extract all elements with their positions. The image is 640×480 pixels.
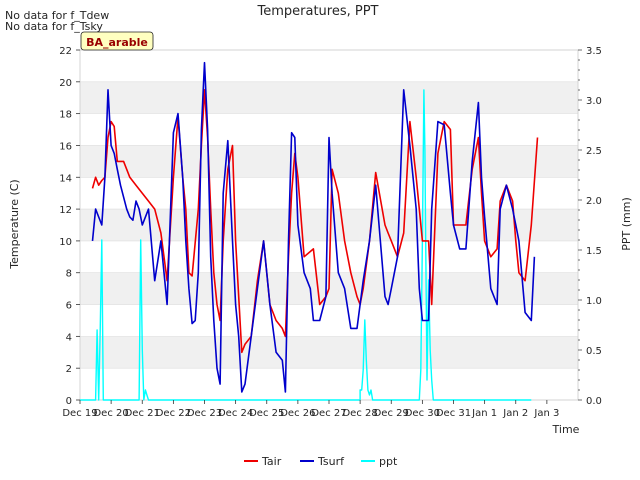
x-tick-label: Dec 20 (93, 408, 128, 419)
x-tick-label: Dec 29 (374, 408, 409, 419)
y2-tick-label: 2.0 (586, 196, 602, 207)
x-tick-label: Jan 2 (502, 408, 528, 419)
y-tick-label: 20 (59, 78, 72, 89)
site-badge-label: BA_arable (86, 36, 148, 49)
x-tick-label: Dec 19 (62, 408, 97, 419)
x-tick-label: Dec 25 (249, 408, 284, 419)
y-tick-label: 14 (59, 173, 72, 184)
x-tick-label: Dec 23 (187, 408, 222, 419)
y2-tick-label: 3.5 (586, 46, 602, 57)
y2-tick-label: 2.5 (586, 146, 602, 157)
note-1: No data for f_Tdew (5, 9, 109, 22)
y-tick-label: 12 (59, 205, 72, 216)
legend: Tair Tsurf ppt (244, 455, 398, 468)
series-line-tsurf (91, 61, 536, 393)
y-tick-label: 22 (59, 46, 72, 57)
x-tick-label: Dec 27 (311, 408, 346, 419)
y-tick-label: 6 (66, 301, 72, 312)
y-axis-label: Temperature (C) (8, 179, 21, 269)
x-tick-label: Dec 30 (405, 408, 440, 419)
site-badge: BA_arable (80, 31, 154, 51)
y2-axis-label: PPT (mm) (620, 197, 633, 251)
x-tick-label: Dec 28 (342, 408, 377, 419)
y-axis-left: 0 2 4 6 8 10 12 14 16 18 20 22 (59, 46, 80, 407)
site-badge-box (80, 31, 154, 51)
x-tick-label: Dec 24 (218, 408, 253, 419)
legend-label-tair: Tair (261, 455, 282, 468)
grid-band (80, 81, 578, 114)
series-lines (80, 61, 539, 401)
y-tick-label: 2 (66, 364, 72, 375)
x-axis-label: Time (552, 423, 580, 436)
grid-band (80, 50, 578, 82)
y2-tick-label: 0.5 (586, 346, 602, 357)
x-tick-label: Dec 26 (280, 408, 315, 419)
chart-title: Temperatures, PPT (256, 4, 378, 19)
y-tick-label: 10 (59, 237, 72, 248)
y-tick-label: 4 (66, 332, 72, 343)
grid-bands (80, 49, 578, 401)
y-tick-label: 0 (66, 396, 72, 407)
legend-label-tsurf: Tsurf (317, 455, 345, 468)
series-line-ppt (80, 89, 532, 401)
y-tick-label: 18 (59, 110, 72, 121)
x-tick-label: Dec 21 (125, 408, 160, 419)
note-2: No data for f_Tsky (5, 20, 103, 33)
grid-band (80, 177, 578, 210)
y2-tick-label: 3.0 (586, 96, 602, 107)
x-tick-label: Dec 31 (436, 408, 471, 419)
y-axis-right: 0.0 0.5 1.0 1.5 2.0 2.5 3.0 3.5 (578, 46, 602, 407)
grid-band (80, 304, 578, 337)
y2-tick-label: 1.5 (586, 246, 602, 257)
y2-tick-label: 1.0 (586, 296, 602, 307)
x-tick-label: Jan 1 (471, 408, 497, 419)
y-tick-label: 16 (59, 141, 72, 152)
y2-tick-label: 0.0 (586, 396, 602, 407)
x-tick-label: Dec 22 (156, 408, 191, 419)
grid-band (80, 368, 578, 400)
grid-band (80, 209, 578, 241)
x-tick-label: Jan 3 (533, 408, 559, 419)
y-tick-label: 8 (66, 269, 72, 280)
legend-label-ppt: ppt (379, 455, 398, 468)
grid-band (80, 336, 578, 369)
